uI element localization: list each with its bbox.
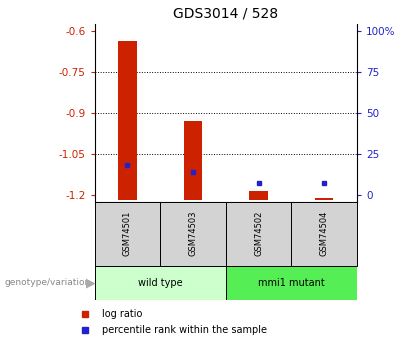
FancyBboxPatch shape <box>94 202 160 266</box>
Text: percentile rank within the sample: percentile rank within the sample <box>102 325 267 335</box>
Text: ▶: ▶ <box>86 276 96 289</box>
Text: mmi1 mutant: mmi1 mutant <box>258 278 325 288</box>
Bar <box>315 198 333 200</box>
Text: wild type: wild type <box>138 278 182 288</box>
FancyBboxPatch shape <box>160 202 226 266</box>
FancyBboxPatch shape <box>291 202 357 266</box>
Text: GSM74501: GSM74501 <box>123 211 132 256</box>
FancyBboxPatch shape <box>226 266 357 300</box>
Bar <box>184 121 202 200</box>
Text: GSM74502: GSM74502 <box>254 211 263 256</box>
Text: GSM74504: GSM74504 <box>320 211 329 256</box>
Text: GSM74503: GSM74503 <box>189 211 197 256</box>
Text: log ratio: log ratio <box>102 309 142 319</box>
Title: GDS3014 / 528: GDS3014 / 528 <box>173 6 278 20</box>
FancyBboxPatch shape <box>94 266 226 300</box>
Text: genotype/variation: genotype/variation <box>4 278 90 287</box>
Bar <box>249 191 268 200</box>
FancyBboxPatch shape <box>226 202 291 266</box>
Bar <box>118 41 136 200</box>
